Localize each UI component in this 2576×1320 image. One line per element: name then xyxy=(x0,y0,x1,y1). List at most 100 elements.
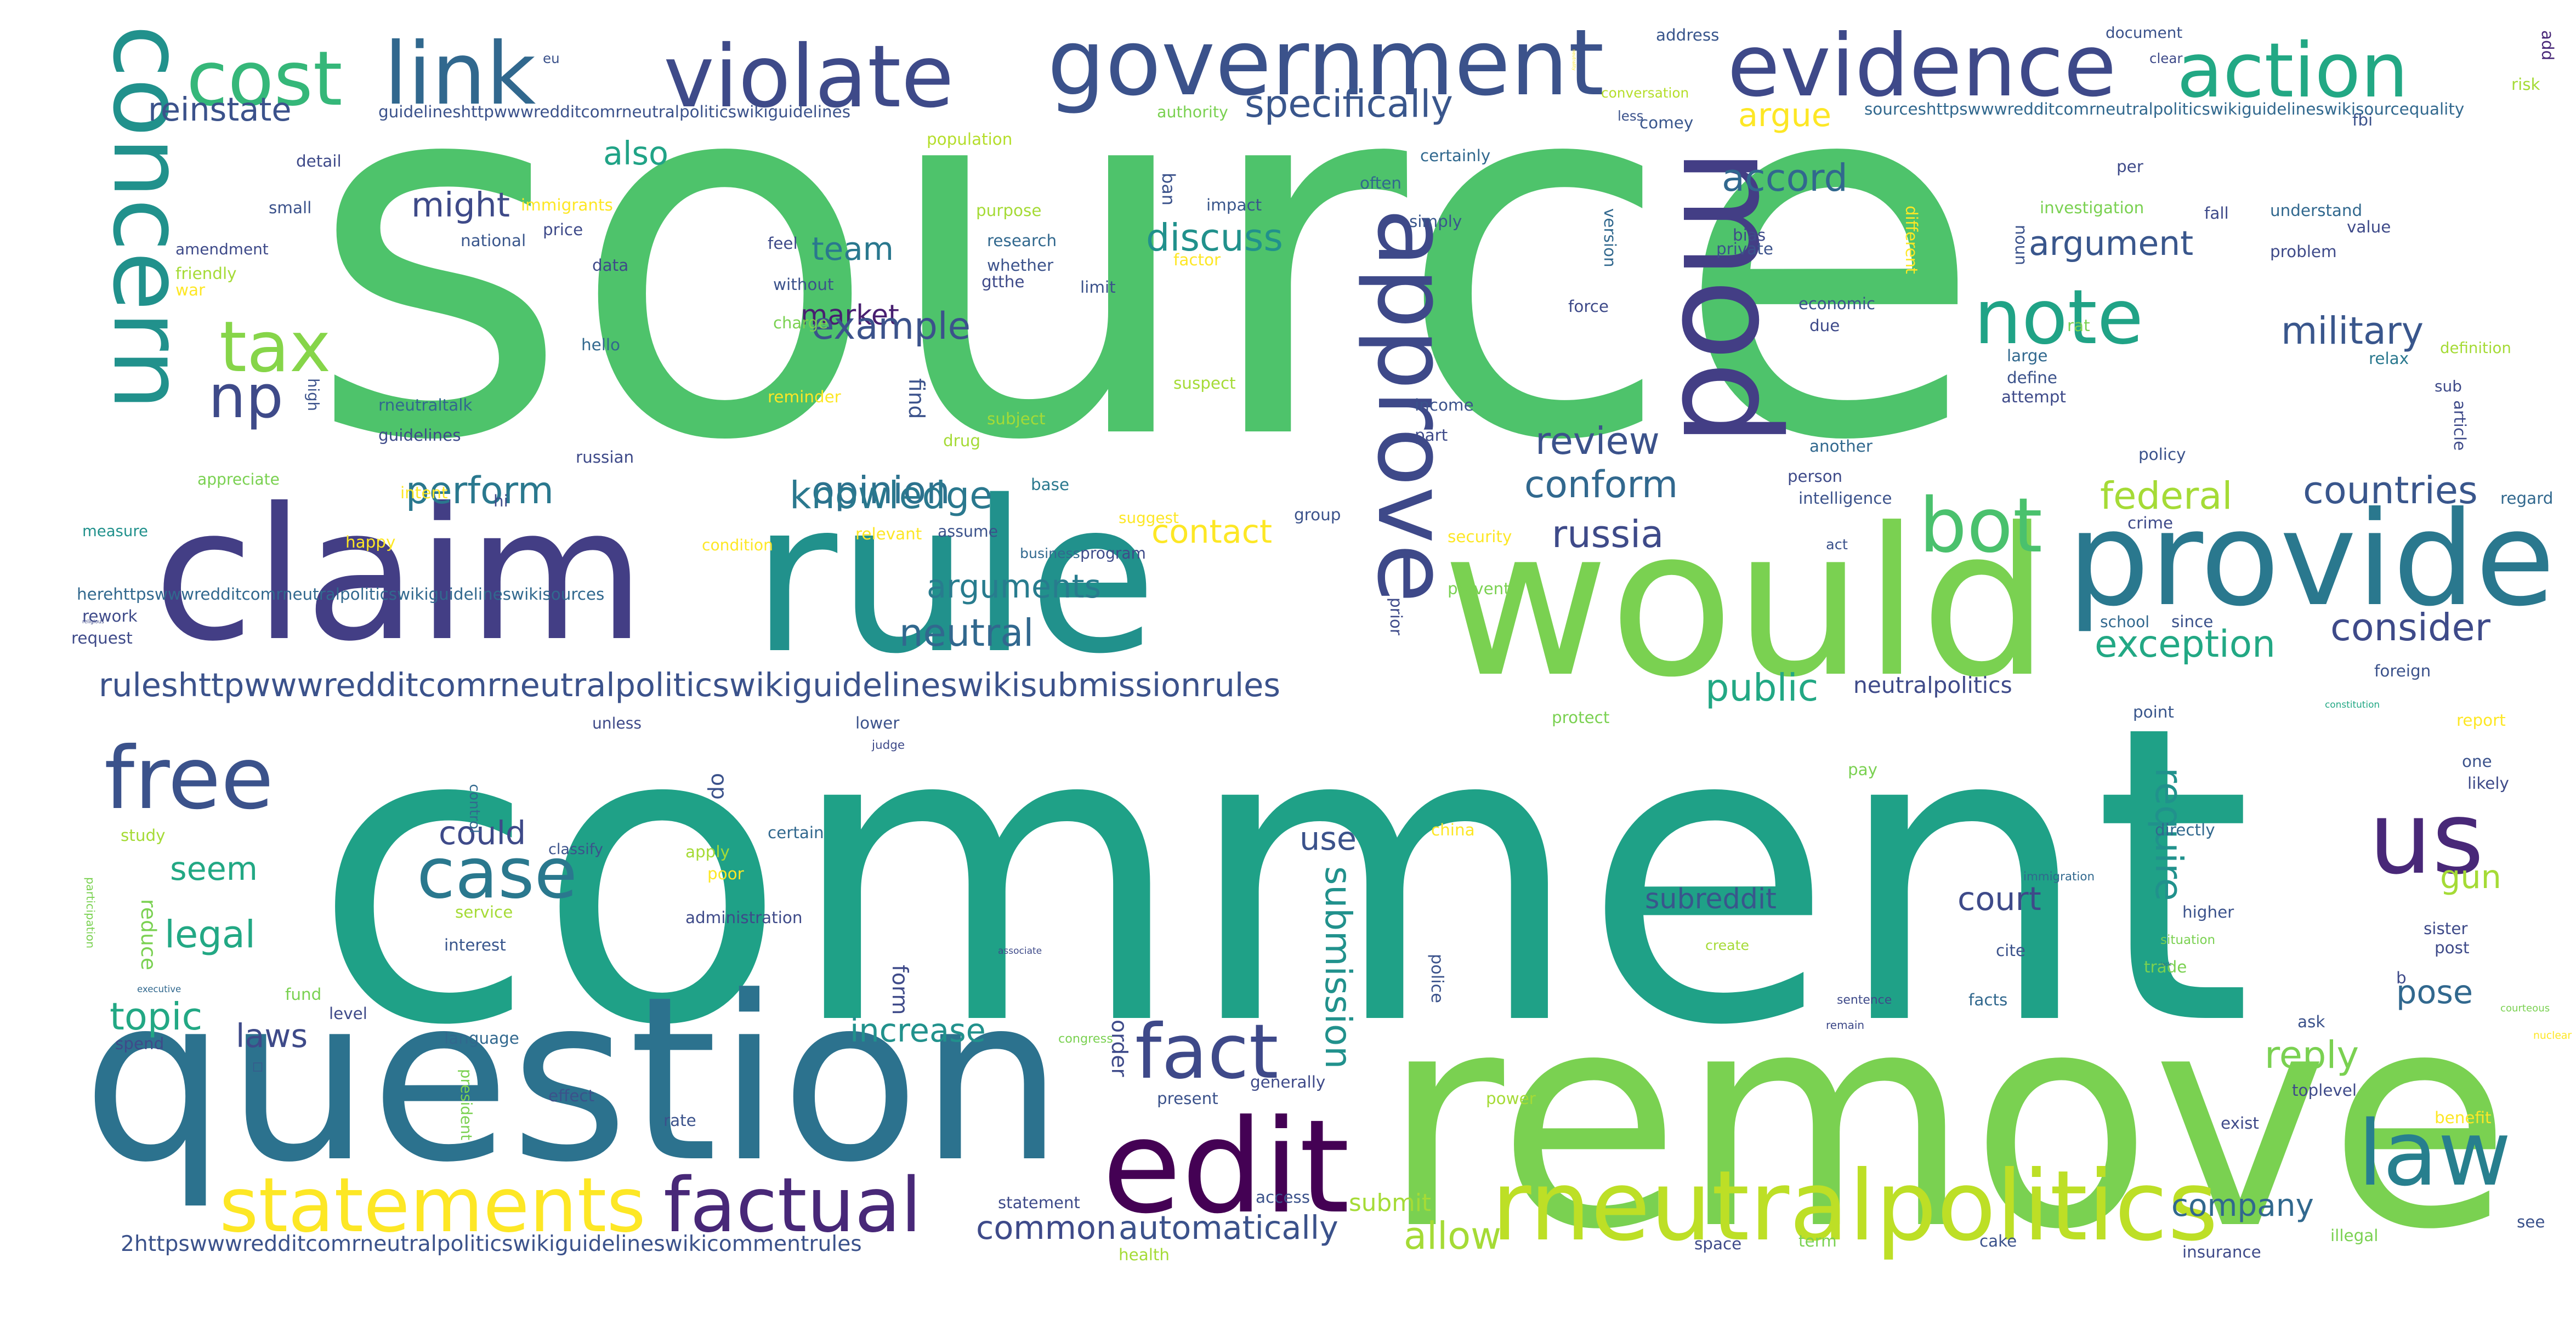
word-purpose: purpose xyxy=(976,203,1041,219)
word-hello: hello xyxy=(581,337,620,353)
word-exist: exist xyxy=(2221,1116,2259,1131)
word-simply: simply xyxy=(1409,214,1462,230)
word-note: note xyxy=(1974,280,2143,355)
word-due: due xyxy=(1809,318,1840,334)
word-authority: authority xyxy=(1157,105,1228,121)
word-high: high xyxy=(305,378,320,411)
word-part: part xyxy=(1415,428,1448,443)
word-friendly: friendly xyxy=(175,266,237,282)
word-neutrality: neutrality xyxy=(1571,49,1576,71)
word-access: access xyxy=(1256,1190,1310,1205)
word-conform: conform xyxy=(1524,466,1678,504)
word-present: present xyxy=(1157,1091,1218,1107)
word-see: see xyxy=(2517,1214,2545,1230)
word-guidelines: guidelines xyxy=(378,428,461,443)
word-federal: federal xyxy=(2100,477,2232,515)
word-nuclear: nuclear xyxy=(2533,1031,2572,1042)
word-amendment: amendment xyxy=(175,242,269,257)
word-exception: exception xyxy=(2095,625,2276,663)
word-reminder: reminder xyxy=(768,389,841,405)
word-point: point xyxy=(2133,704,2174,720)
word-toplevel: toplevel xyxy=(2292,1083,2357,1099)
word-immigration: immigration xyxy=(2023,871,2095,883)
word-act: act xyxy=(1826,538,1848,553)
word-income: income xyxy=(1415,397,1474,413)
word-herehttpswwwredditcomrneutralpoliticswikiguideli: herehttpswwwredditcomrneutralpoliticswik… xyxy=(77,587,604,602)
word-intent: intent xyxy=(400,485,448,501)
word-specifically: specifically xyxy=(1245,86,1453,123)
word-security: security xyxy=(1448,529,1512,545)
word-sourceshttpswwwredditcomrneutralpoliticswikiguid: sourceshttpswwwredditcomrneutralpolitics… xyxy=(1864,101,2464,117)
word-protect: protect xyxy=(1552,710,1609,726)
word-submission: submission xyxy=(1320,866,1356,1069)
word-bot: bot xyxy=(1919,488,2042,564)
word-prevent: prevent xyxy=(1448,581,1510,597)
word-common: common xyxy=(976,1212,1116,1244)
word-congress: congress xyxy=(1058,1033,1113,1045)
word-associate: associate xyxy=(998,947,1042,956)
word-control: control xyxy=(467,784,481,833)
word-concern: concern xyxy=(100,25,196,410)
word-pay: pay xyxy=(1848,762,1877,778)
word-measure: measure xyxy=(82,524,148,539)
word-relax: relax xyxy=(2369,351,2409,367)
word-action: action xyxy=(2177,33,2408,109)
word-interest: interest xyxy=(444,937,506,953)
word-argue: argue xyxy=(1738,99,1831,132)
word-example: example xyxy=(812,308,971,344)
word-team: team xyxy=(812,234,894,265)
word-program: program xyxy=(1080,546,1146,561)
word-noun: noun xyxy=(2012,225,2028,265)
word-might: might xyxy=(411,189,510,223)
word-allow: allow xyxy=(1404,1217,1501,1255)
word-knowledge: knowledge xyxy=(790,477,992,515)
word-economic: economic xyxy=(1798,296,1875,312)
word-reduce: reduce xyxy=(138,899,158,970)
word-force: force xyxy=(1568,299,1609,315)
word-happy: happy xyxy=(345,534,395,550)
word-pose: pose xyxy=(2396,976,2473,1009)
word-reinstate: reinstate xyxy=(148,94,292,126)
word-ban: ban xyxy=(1159,173,1177,206)
word-whether: whether xyxy=(987,258,1053,274)
word-statement: statement xyxy=(998,1195,1080,1211)
word-factor: factor xyxy=(1173,252,1221,268)
word-appreciate: appreciate xyxy=(197,472,280,487)
word-unless: unless xyxy=(592,716,642,731)
word-op: op xyxy=(707,773,729,800)
word-impact: impact xyxy=(1206,197,1262,213)
word-certain: certain xyxy=(768,825,824,841)
word-gtthe: gtthe xyxy=(981,274,1024,290)
word-intelligence: intelligence xyxy=(1798,491,1892,507)
word-seem: seem xyxy=(170,853,258,885)
word-arguments: arguments xyxy=(927,571,1101,603)
word-cite: cite xyxy=(1996,943,2025,959)
word-russia: russia xyxy=(1552,516,1664,554)
word-per: per xyxy=(2117,159,2143,175)
word-immigrants: immigrants xyxy=(521,197,613,213)
word-understand: understand xyxy=(2270,203,2362,219)
word-insurance: insurance xyxy=(2182,1244,2261,1260)
word-investigation: investigation xyxy=(2040,200,2144,216)
word-reply: reply xyxy=(2265,1037,2359,1074)
word-limit: limit xyxy=(1080,280,1116,295)
word-prior: prior xyxy=(1387,598,1403,635)
word-glyph: □ xyxy=(252,1060,263,1072)
word-topic: topic xyxy=(110,998,202,1036)
word-data: data xyxy=(592,258,628,274)
word-judge: judge xyxy=(872,739,905,752)
word-power: power xyxy=(1486,1091,1536,1107)
word-term: term xyxy=(1798,1233,1837,1249)
word-religious: religious xyxy=(82,619,104,624)
word-question: question xyxy=(82,966,1064,1193)
word-laws: laws xyxy=(236,1020,308,1052)
word-national: national xyxy=(461,233,526,249)
word-company: company xyxy=(2171,1191,2314,1221)
word-free: free xyxy=(104,736,274,822)
word-police: police xyxy=(1428,954,1445,1003)
word-legal: legal xyxy=(164,916,256,954)
word-2httpswwwredditcomrneutralpoliticswikiguidelines: 2httpswwwredditcomrneutralpoliticswikigu… xyxy=(121,1233,862,1255)
word-small: small xyxy=(269,200,311,216)
word-since: since xyxy=(2171,614,2213,630)
